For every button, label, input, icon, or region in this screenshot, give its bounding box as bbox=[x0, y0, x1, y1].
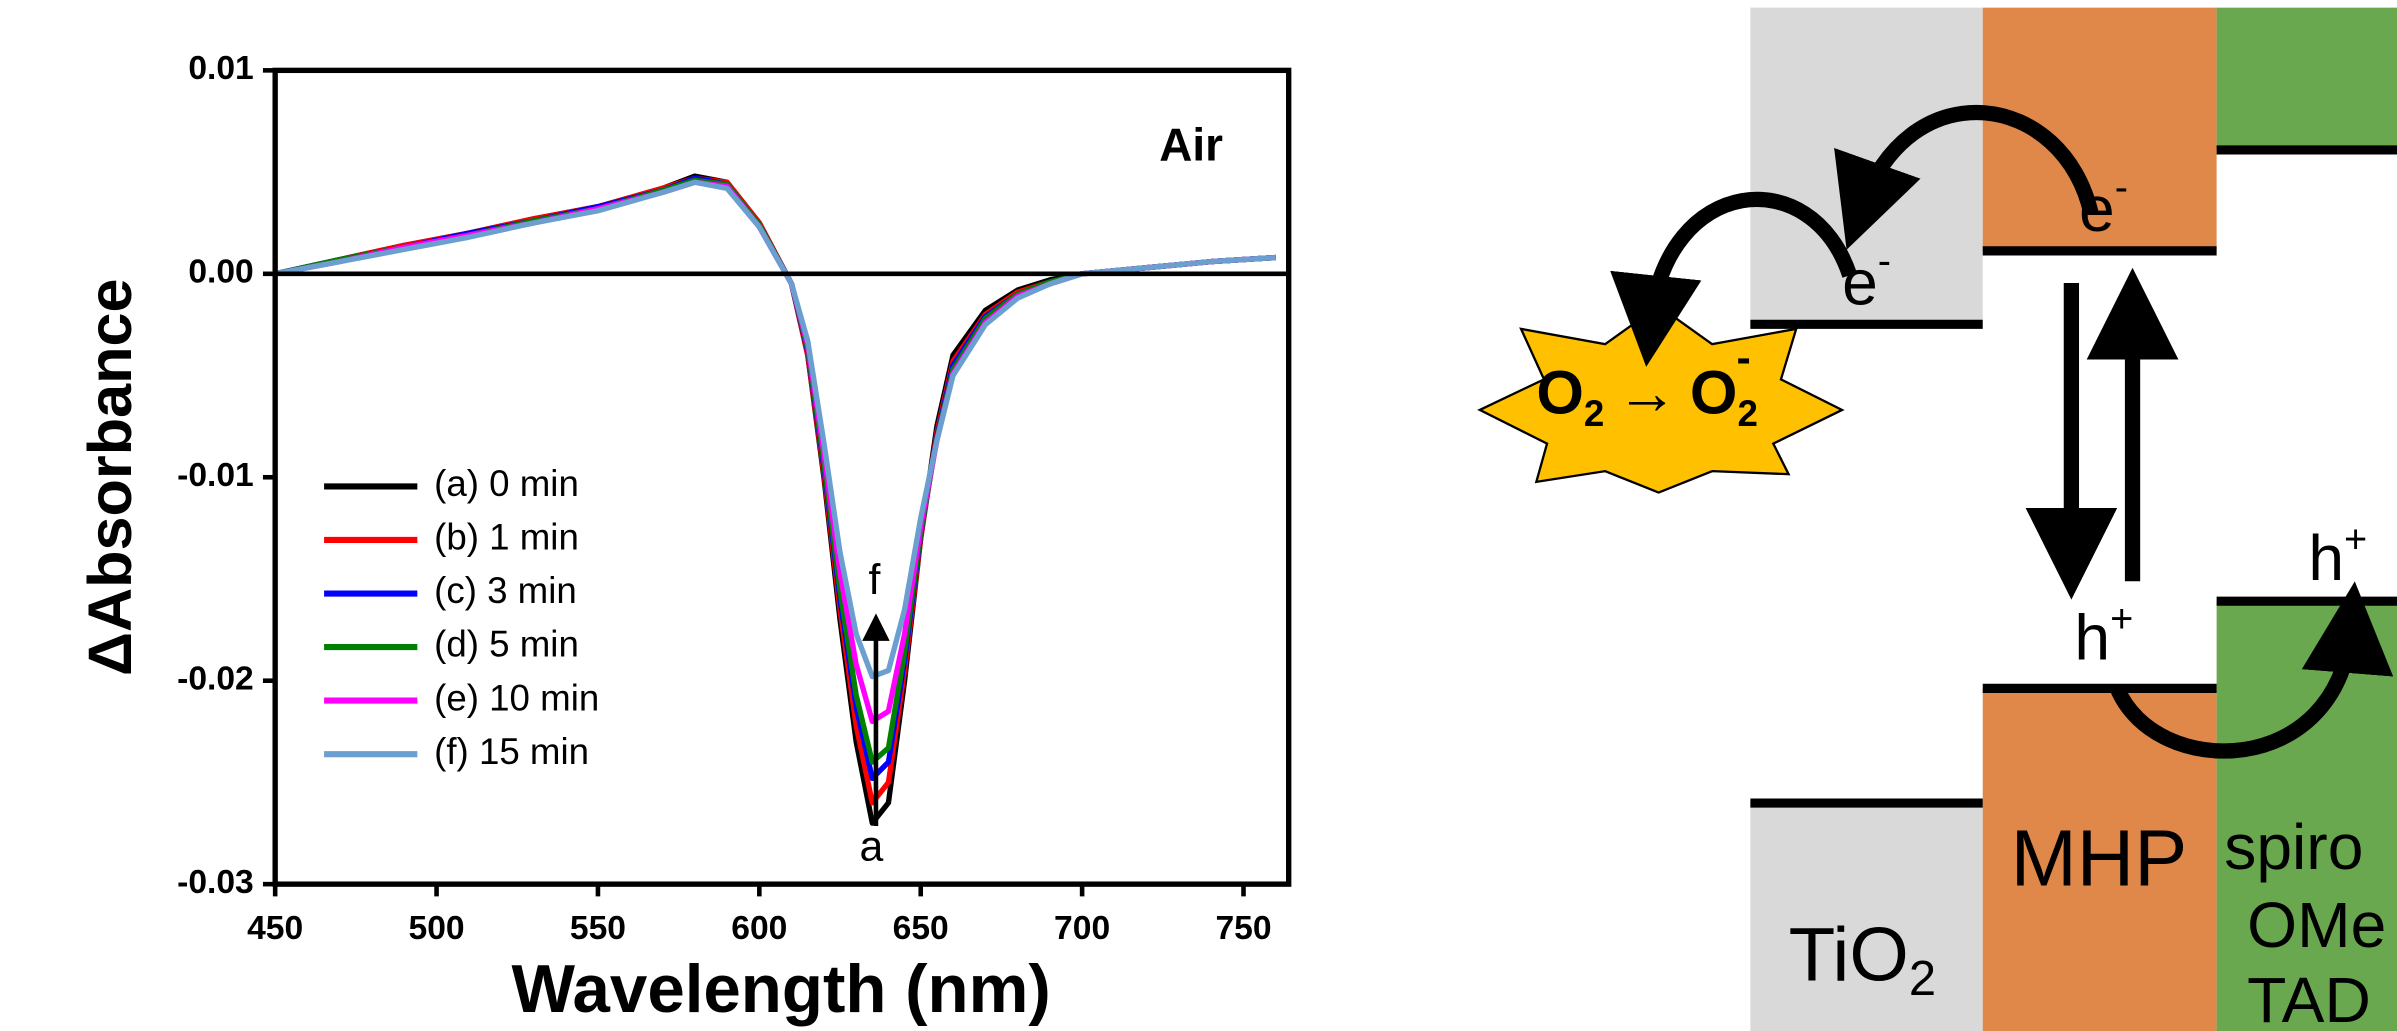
product: O bbox=[1690, 359, 1738, 427]
annotation: f bbox=[868, 556, 880, 604]
htl-label: TAD bbox=[2247, 964, 2371, 1031]
electron-label: e- bbox=[2079, 165, 2128, 245]
legend-label: (b) 1 min bbox=[434, 517, 579, 558]
y-axis-title: ΔAbsorbance bbox=[76, 278, 144, 676]
legend-label: (c) 3 min bbox=[434, 570, 577, 611]
label-sup: - bbox=[2115, 165, 2128, 209]
legend-label: (f) 15 min bbox=[434, 731, 589, 772]
electron-transfer-arrow bbox=[1834, 104, 2099, 250]
x-tick-label: 450 bbox=[247, 910, 303, 947]
x-tick-label: 550 bbox=[570, 910, 626, 947]
label-sub: 2 bbox=[1909, 952, 1936, 1006]
x-tick-label: 650 bbox=[893, 910, 949, 947]
x-tick-label: 700 bbox=[1054, 910, 1110, 947]
legend-label: (a) 0 min bbox=[434, 463, 579, 504]
x-axis-title: Wavelength (nm) bbox=[512, 952, 1051, 1027]
y-tick-label: -0.03 bbox=[177, 864, 254, 901]
series-line bbox=[275, 179, 1276, 725]
htl-cb-block bbox=[2216, 7, 2397, 150]
y-tick-label: 0.01 bbox=[188, 50, 253, 87]
series-line bbox=[275, 179, 1276, 680]
label-sup: + bbox=[2110, 597, 2133, 641]
mhp-label: MHP bbox=[2011, 813, 2188, 902]
reactant-sub: 2 bbox=[1584, 393, 1604, 434]
legend: (a) 0 min (b) 1 min (c) 3 min (d) 5 min (e) … bbox=[324, 463, 599, 772]
reaction-label: O2 → O2- bbox=[1536, 334, 1758, 433]
label-sup: - bbox=[1878, 239, 1891, 283]
y-tick-label: -0.02 bbox=[177, 661, 254, 698]
diagram: e- e- O2 → O2- h+ h+ MHP TiO2 spiro OMe TA… bbox=[1477, 7, 2397, 1031]
reaction-star bbox=[1477, 304, 1845, 494]
legend-label: (e) 10 min bbox=[434, 677, 599, 718]
y-tick-label: -0.01 bbox=[177, 457, 254, 494]
label-base: h bbox=[2074, 601, 2110, 673]
legend-label: (d) 5 min bbox=[434, 624, 579, 665]
label-base: TiO bbox=[1789, 913, 1909, 998]
arrows bbox=[1610, 104, 2394, 759]
label-sup: + bbox=[2344, 517, 2367, 561]
y-tick-label: 0.00 bbox=[188, 254, 253, 291]
x-tick-label: 600 bbox=[731, 910, 787, 947]
htl-label: spiro bbox=[2224, 811, 2363, 883]
x-tick-label: 750 bbox=[1215, 910, 1271, 947]
chart: ΔAbsorbance Wavelength (nm) Air f a -0.0… bbox=[76, 50, 1292, 1027]
hole-label: h+ bbox=[2074, 597, 2133, 674]
label-base: h bbox=[2308, 522, 2344, 594]
electron-label: e- bbox=[1842, 239, 1891, 319]
tio2-vb-block bbox=[1750, 803, 1983, 1031]
tio2-label: TiO2 bbox=[1789, 913, 1936, 1006]
reaction-arrow: → bbox=[1617, 359, 1678, 427]
product-sub: 2 bbox=[1737, 393, 1757, 434]
plot-area bbox=[275, 173, 1276, 826]
plot-frame bbox=[272, 67, 1292, 887]
hole-label: h+ bbox=[2308, 517, 2367, 594]
htl-label: OMe bbox=[2247, 889, 2386, 961]
label-base: e bbox=[1842, 247, 1878, 319]
electron-transfer-arrow bbox=[1610, 191, 1857, 367]
annotation: a bbox=[859, 822, 883, 870]
annotation: Air bbox=[1159, 118, 1223, 170]
x-tick-label: 500 bbox=[409, 910, 465, 947]
product-sup: - bbox=[1736, 334, 1750, 382]
label-base: e bbox=[2079, 173, 2115, 245]
hole-transfer-arrow bbox=[2110, 581, 2394, 759]
reactant: O bbox=[1536, 359, 1584, 427]
